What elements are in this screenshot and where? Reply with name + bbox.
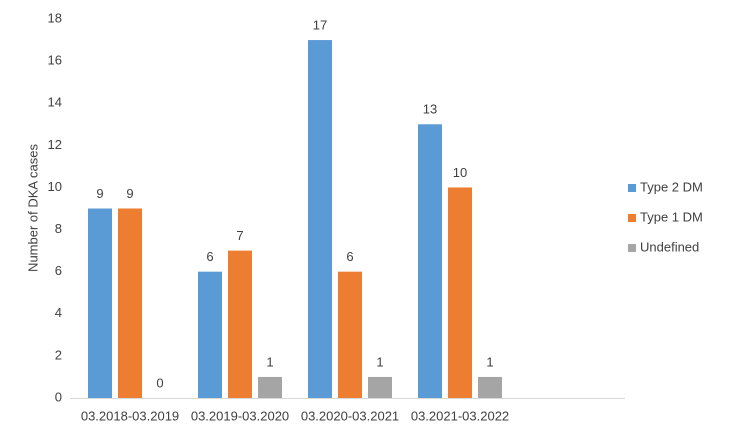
legend-swatch	[628, 244, 636, 252]
bar	[478, 376, 502, 398]
x-tick-label: 03.2018-03.2019	[81, 408, 179, 423]
bar	[258, 376, 282, 398]
data-label: 1	[376, 354, 383, 369]
y-tick-label: 18	[48, 10, 62, 25]
legend-swatch	[628, 214, 636, 222]
bar	[308, 40, 332, 399]
data-label: 7	[236, 228, 243, 243]
y-tick-label: 6	[55, 263, 62, 278]
legend-label: Undefined	[640, 239, 699, 254]
x-tick-label: 03.2021-03.2022	[411, 408, 509, 423]
data-label: 1	[486, 354, 493, 369]
data-label: 10	[453, 165, 467, 180]
bar	[88, 208, 112, 398]
y-tick-label: 4	[55, 305, 62, 320]
y-tick-label: 8	[55, 221, 62, 236]
data-label: 17	[313, 17, 327, 32]
data-label: 0	[156, 375, 163, 390]
y-tick-label: 10	[48, 179, 62, 194]
y-tick-label: 0	[55, 389, 62, 404]
legend-label: Type 2 DM	[640, 179, 703, 194]
bar	[448, 187, 472, 398]
legend-swatch	[628, 184, 636, 192]
bar	[418, 124, 442, 399]
y-tick-label: 14	[48, 95, 62, 110]
bar	[338, 271, 362, 398]
y-tick-label: 12	[48, 137, 62, 152]
bar	[198, 271, 222, 398]
legend-label: Type 1 DM	[640, 209, 703, 224]
y-axis-label: Number of DKA cases	[25, 144, 40, 272]
x-tick-label: 03.2019-03.2020	[191, 408, 289, 423]
data-label: 1	[266, 354, 273, 369]
x-tick-label: 03.2020-03.2021	[301, 408, 399, 423]
data-label: 9	[96, 186, 103, 201]
bar	[118, 208, 142, 398]
bar	[368, 376, 392, 398]
bar	[228, 250, 252, 398]
data-label: 13	[423, 102, 437, 117]
data-label: 6	[206, 249, 213, 264]
y-tick-label: 16	[48, 53, 62, 68]
data-label: 6	[346, 249, 353, 264]
y-tick-label: 2	[55, 347, 62, 362]
data-label: 9	[126, 186, 133, 201]
